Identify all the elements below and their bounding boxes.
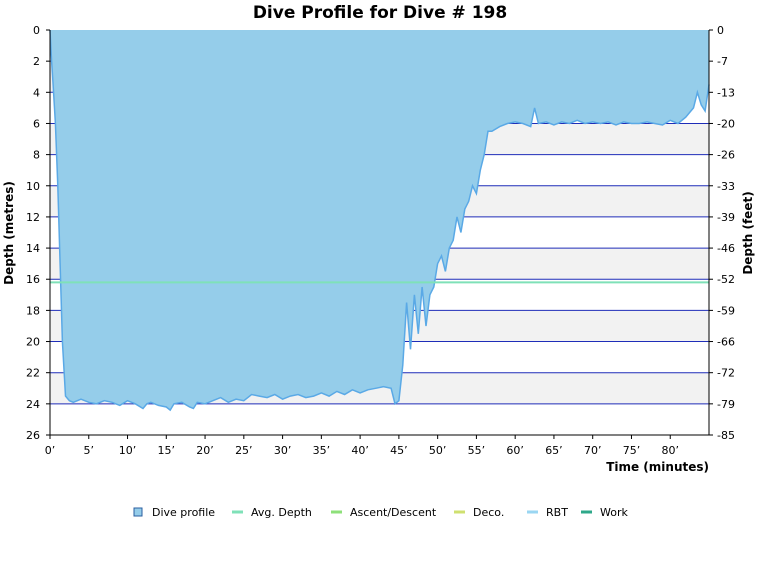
- x-tick-label: 15’: [158, 444, 176, 457]
- legend: Dive profile Avg. Depth Ascent/Descent Deco…: [133, 506, 628, 519]
- y-tick-label: 16: [26, 273, 40, 286]
- chart-title: Dive Profile for Dive # 198: [253, 3, 507, 23]
- dive-profile-area: [50, 30, 709, 411]
- legend-label: Ascent/Descent: [350, 506, 437, 519]
- y-right-tick-label: -20: [717, 117, 735, 130]
- y-tick-label: 4: [33, 86, 40, 99]
- x-axis-label: Time (minutes): [606, 460, 709, 474]
- legend-swatch: [232, 510, 243, 514]
- y-tick-label: 18: [26, 304, 40, 317]
- y-right-tick-label: -7: [717, 55, 728, 68]
- y-tick-label: 2: [33, 55, 40, 68]
- x-tick-label: 40’: [351, 444, 369, 457]
- y-right-tick-label: -52: [717, 273, 735, 286]
- plot-band: [50, 403, 709, 435]
- x-tick-label: 0’: [45, 444, 56, 457]
- y-right-tick-label: -33: [717, 180, 735, 193]
- series-layer: [49, 29, 710, 412]
- y-tick-label: 20: [26, 336, 40, 349]
- y-tick-label: 22: [26, 367, 40, 380]
- y-right-tick-label: -85: [717, 429, 735, 442]
- legend-label: Avg. Depth: [251, 506, 312, 519]
- axes: [49, 30, 710, 436]
- x-tick-label: 45’: [390, 444, 408, 457]
- x-tick-label: 5’: [84, 444, 95, 457]
- y-right-tick-label: -79: [717, 398, 735, 411]
- legend-swatch: [527, 510, 538, 514]
- x-tick-label: 35’: [313, 444, 331, 457]
- y-right-tick-label: -66: [717, 336, 735, 349]
- y-tick-label: 26: [26, 429, 40, 442]
- x-tick-label: 65’: [545, 444, 563, 457]
- legend-swatch: [331, 510, 342, 514]
- x-tick-label: 80’: [661, 444, 679, 457]
- x-tick-label: 10’: [119, 444, 137, 457]
- x-tick-label: 30’: [274, 444, 292, 457]
- y-tick-label: 10: [26, 180, 40, 193]
- legend-label: Dive profile: [152, 506, 215, 519]
- x-tick-label: 55’: [468, 444, 486, 457]
- y-tick-label: 8: [33, 149, 40, 162]
- y-right-tick-label: -72: [717, 367, 735, 380]
- y-right-tick-label: -39: [717, 211, 735, 224]
- y-tick-label: 0: [33, 24, 40, 37]
- y-tick-label: 24: [26, 398, 40, 411]
- y-axis-label-right: Depth (feet): [741, 191, 755, 274]
- y-right-tick-label: -59: [717, 304, 735, 317]
- legend-swatch: [133, 507, 143, 517]
- y-axis-label-left: Depth (metres): [2, 181, 16, 285]
- x-tick-label: 70’: [584, 444, 602, 457]
- dive-profile-line: [49, 29, 710, 412]
- legend-label: RBT: [546, 506, 568, 519]
- x-tick-label: 25’: [235, 444, 253, 457]
- legend-label: Work: [600, 506, 628, 519]
- legend-label: Deco.: [473, 506, 504, 519]
- y-tick-label: 6: [33, 117, 40, 130]
- x-tick-label: 20’: [196, 444, 214, 457]
- y-right-tick-label: -46: [717, 242, 735, 255]
- y-right-tick-label: -26: [717, 149, 735, 162]
- x-tick-label: 75’: [623, 444, 641, 457]
- y-axis-right-ticks: 0 -7 -13 -20 -26 -33 -39 -46 -52 -59 -66 -72 -79 -85: [709, 24, 735, 442]
- x-tick-label: 50’: [429, 444, 447, 457]
- y-right-tick-label: 0: [717, 24, 724, 37]
- x-axis-ticks: 0’ 5’ 10’ 15’ 20’ 25’ 30’ 35’ 40’ 45’ 50’ 55’ 60’ 65’…: [45, 435, 679, 457]
- x-tick-label: 60’: [506, 444, 524, 457]
- y-tick-label: 12: [26, 211, 40, 224]
- y-tick-label: 14: [26, 242, 40, 255]
- legend-swatch: [581, 510, 592, 514]
- legend-swatch: [454, 510, 465, 514]
- y-right-tick-label: -13: [717, 86, 735, 99]
